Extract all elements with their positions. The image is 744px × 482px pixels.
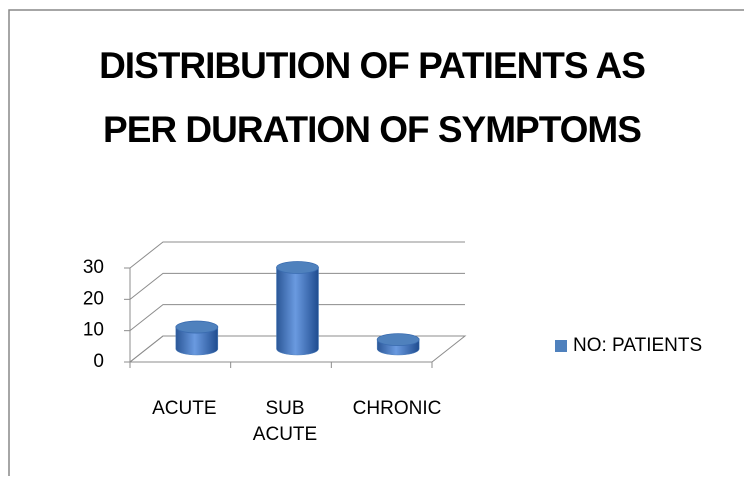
bar-top xyxy=(276,261,319,274)
y-tick-label: 0 xyxy=(93,351,104,372)
bar-top xyxy=(175,320,219,334)
x-tick-label: SUB ACUTE xyxy=(252,398,318,445)
bar-body xyxy=(276,267,319,356)
y-tick-label: 20 xyxy=(83,288,104,309)
bar xyxy=(376,333,420,356)
bar xyxy=(175,320,219,356)
y-tick-label: 30 xyxy=(83,257,104,278)
bar-body xyxy=(175,326,219,356)
y-tick-label: 10 xyxy=(83,320,104,341)
legend-label: NO: PATIENTS xyxy=(573,335,702,356)
grid-line xyxy=(129,272,465,300)
legend-swatch xyxy=(555,340,567,352)
bar-top xyxy=(376,333,420,347)
bar xyxy=(276,261,319,356)
grid-line xyxy=(129,304,465,332)
frame xyxy=(8,9,744,476)
chart-title: DISTRIBUTION OF PATIENTS AS PER DURATION… xyxy=(99,45,646,150)
x-tick-label: ACUTE xyxy=(152,398,217,419)
x-tick-label: CHRONIC xyxy=(352,398,442,419)
grid-line xyxy=(129,335,465,363)
grid-line xyxy=(129,241,465,269)
